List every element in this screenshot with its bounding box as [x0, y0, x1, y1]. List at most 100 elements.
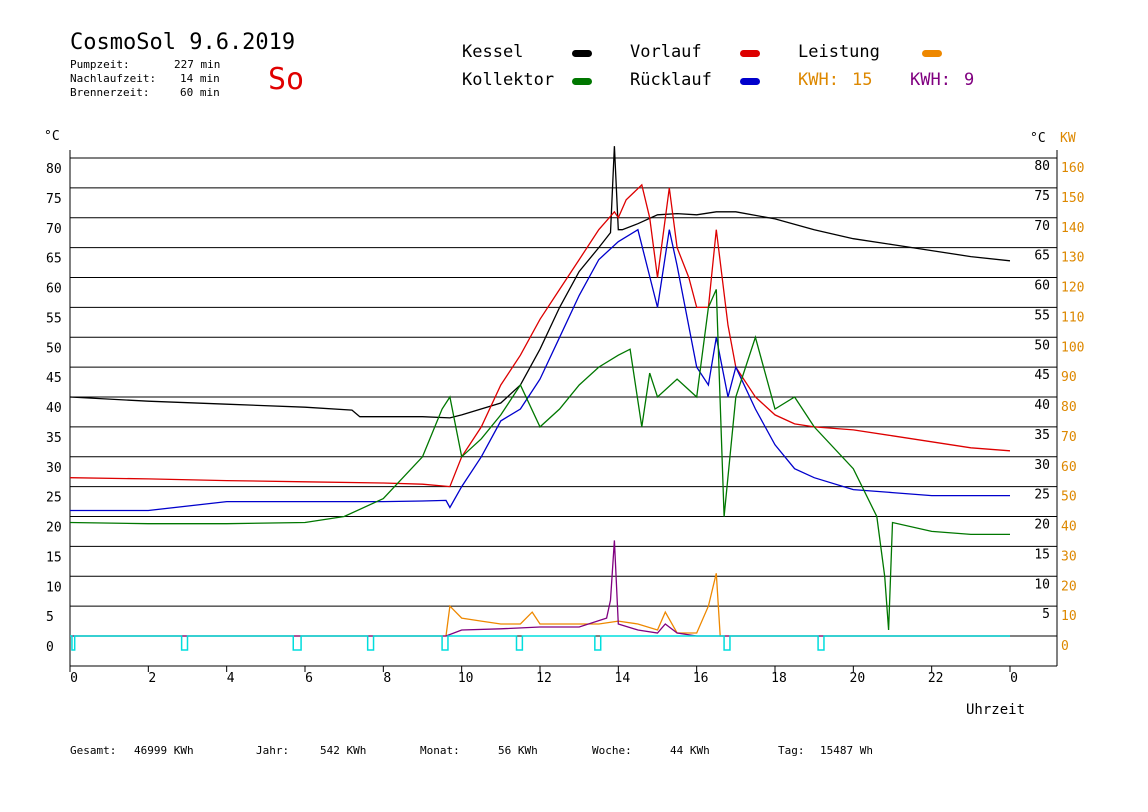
- kw-tick-100: 100: [1061, 340, 1084, 355]
- y-tick-right-60: 60: [1034, 279, 1050, 294]
- chart-series: [69, 146, 1011, 651]
- legend-vorlauf: Vorlauf: [630, 42, 702, 62]
- pump-pulse-line: [70, 635, 1010, 651]
- x-axis-label: Uhrzeit: [966, 702, 1025, 718]
- x-tick-4: 8: [383, 671, 391, 686]
- y-tick-right-20: 20: [1034, 518, 1050, 533]
- y-tick-right-10: 10: [1034, 577, 1050, 592]
- x-tick-8: 16: [693, 671, 709, 686]
- y-tick-right-70: 70: [1034, 219, 1050, 234]
- x-tick-9: 18: [771, 671, 787, 686]
- chart-title: CosmoSol 9.6.2019: [70, 30, 296, 55]
- y-axis-label-left: °C: [44, 129, 60, 144]
- x-tick-5: 10: [458, 671, 474, 686]
- kw-tick-20: 20: [1061, 579, 1077, 594]
- series-line-1: [69, 183, 1011, 488]
- x-tick-1: 2: [148, 671, 156, 686]
- x-tick-2: 4: [227, 671, 235, 686]
- x-tick-6: 12: [536, 671, 552, 686]
- legend-ruecklauf-swatch: [740, 78, 760, 85]
- kw-tick-10: 10: [1061, 609, 1077, 624]
- y-tick-right-25: 25: [1034, 488, 1050, 503]
- stat-pumpzeit-value: 227 min: [174, 58, 221, 71]
- legend-kwh2-value: 9: [964, 70, 975, 90]
- x-tick-3: 6: [305, 671, 313, 686]
- x-tick-12: 0: [1010, 671, 1018, 686]
- footer-monat-value: 56 KWh: [498, 744, 538, 757]
- kw-tick-40: 40: [1061, 520, 1077, 535]
- x-tick-11: 22: [928, 671, 944, 686]
- kw-tick-130: 130: [1061, 251, 1084, 266]
- footer-monat-label: Monat:: [420, 744, 460, 757]
- y-tick-left-50: 50: [46, 341, 62, 356]
- footer-gesamt-label: Gesamt:: [70, 744, 117, 757]
- series-line-3: [69, 289, 1010, 631]
- kw-tick-50: 50: [1061, 490, 1077, 505]
- legend-ruecklauf: Rücklauf: [630, 70, 712, 90]
- legend-kwh1-label: KWH:: [798, 70, 839, 90]
- x-tick-0: 0: [70, 671, 78, 686]
- y-tick-left-5: 5: [46, 610, 54, 625]
- footer-tag-label: Tag:: [778, 744, 805, 757]
- y-tick-right-15: 15: [1034, 547, 1050, 562]
- stat-brennerzeit-value: 60 min: [180, 86, 220, 99]
- chart-grid: [70, 157, 1057, 637]
- kw-tick-0: 0: [1061, 639, 1069, 654]
- legend-vorlauf-swatch: [740, 50, 760, 57]
- kw-tick-90: 90: [1061, 370, 1077, 385]
- y-tick-right-65: 65: [1034, 249, 1050, 264]
- kw-tick-80: 80: [1061, 400, 1077, 415]
- kw-tick-110: 110: [1061, 310, 1084, 325]
- x-tick-10: 20: [850, 671, 866, 686]
- y-tick-left-55: 55: [46, 311, 62, 326]
- y-tick-left-30: 30: [46, 461, 62, 476]
- y-tick-left-0: 0: [46, 640, 54, 655]
- legend-leistung-swatch: [922, 50, 942, 57]
- kw-tick-140: 140: [1061, 221, 1084, 236]
- y-tick-right-45: 45: [1034, 368, 1050, 383]
- y-axis-label-right: °C: [1030, 131, 1046, 146]
- footer-woche-label: Woche:: [592, 744, 632, 757]
- legend-kollektor: Kollektor: [462, 70, 555, 90]
- y-tick-left-80: 80: [46, 162, 62, 177]
- kw-tick-60: 60: [1061, 460, 1077, 475]
- stat-nachlaufzeit-value: 14 min: [180, 72, 220, 85]
- y-tick-left-60: 60: [46, 282, 62, 297]
- footer-jahr-value: 542 KWh: [320, 744, 367, 757]
- y-tick-right-80: 80: [1034, 159, 1050, 174]
- stat-pumpzeit-label: Pumpzeit:: [70, 58, 130, 71]
- footer-tag-value: 15487 Wh: [820, 744, 873, 757]
- legend-kwh1-value: 15: [852, 70, 873, 90]
- legend-kwh2-label: KWH:: [910, 70, 951, 90]
- legend-kessel: Kessel: [462, 42, 524, 62]
- footer-jahr-label: Jahr:: [256, 744, 290, 757]
- chart-ticks: 0510152025303540455055606570758051015202…: [46, 159, 1084, 686]
- y-tick-left-65: 65: [46, 252, 62, 267]
- series-line-5: [70, 540, 1010, 637]
- y-tick-right-55: 55: [1034, 308, 1050, 323]
- y-tick-right-30: 30: [1034, 458, 1050, 473]
- y-tick-left-35: 35: [46, 431, 62, 446]
- footer-gesamt-value: 46999 KWh: [134, 744, 194, 757]
- y-tick-left-40: 40: [46, 401, 62, 416]
- y-tick-left-45: 45: [46, 371, 62, 386]
- y-tick-left-70: 70: [46, 222, 62, 237]
- y-axis-label-kw: KW: [1060, 131, 1076, 146]
- chart-axes: [69, 150, 1058, 667]
- kw-tick-150: 150: [1061, 191, 1084, 206]
- series-line-0: [69, 146, 1011, 419]
- y-tick-left-20: 20: [46, 521, 62, 536]
- series-line-2: [70, 228, 1010, 512]
- weekday-label: So: [268, 62, 305, 97]
- stat-nachlaufzeit-label: Nachlaufzeit:: [70, 72, 157, 85]
- y-tick-left-75: 75: [46, 192, 62, 207]
- legend-kessel-swatch: [572, 50, 592, 57]
- kw-tick-70: 70: [1061, 430, 1077, 445]
- kw-tick-160: 160: [1061, 161, 1084, 176]
- y-tick-right-50: 50: [1034, 338, 1050, 353]
- y-tick-right-35: 35: [1034, 428, 1050, 443]
- temperature-chart: 0510152025303540455055606570758051015202…: [44, 129, 1084, 718]
- legend-leistung: Leistung: [798, 42, 880, 62]
- y-tick-right-5: 5: [1042, 607, 1050, 622]
- legend-kollektor-swatch: [572, 78, 592, 85]
